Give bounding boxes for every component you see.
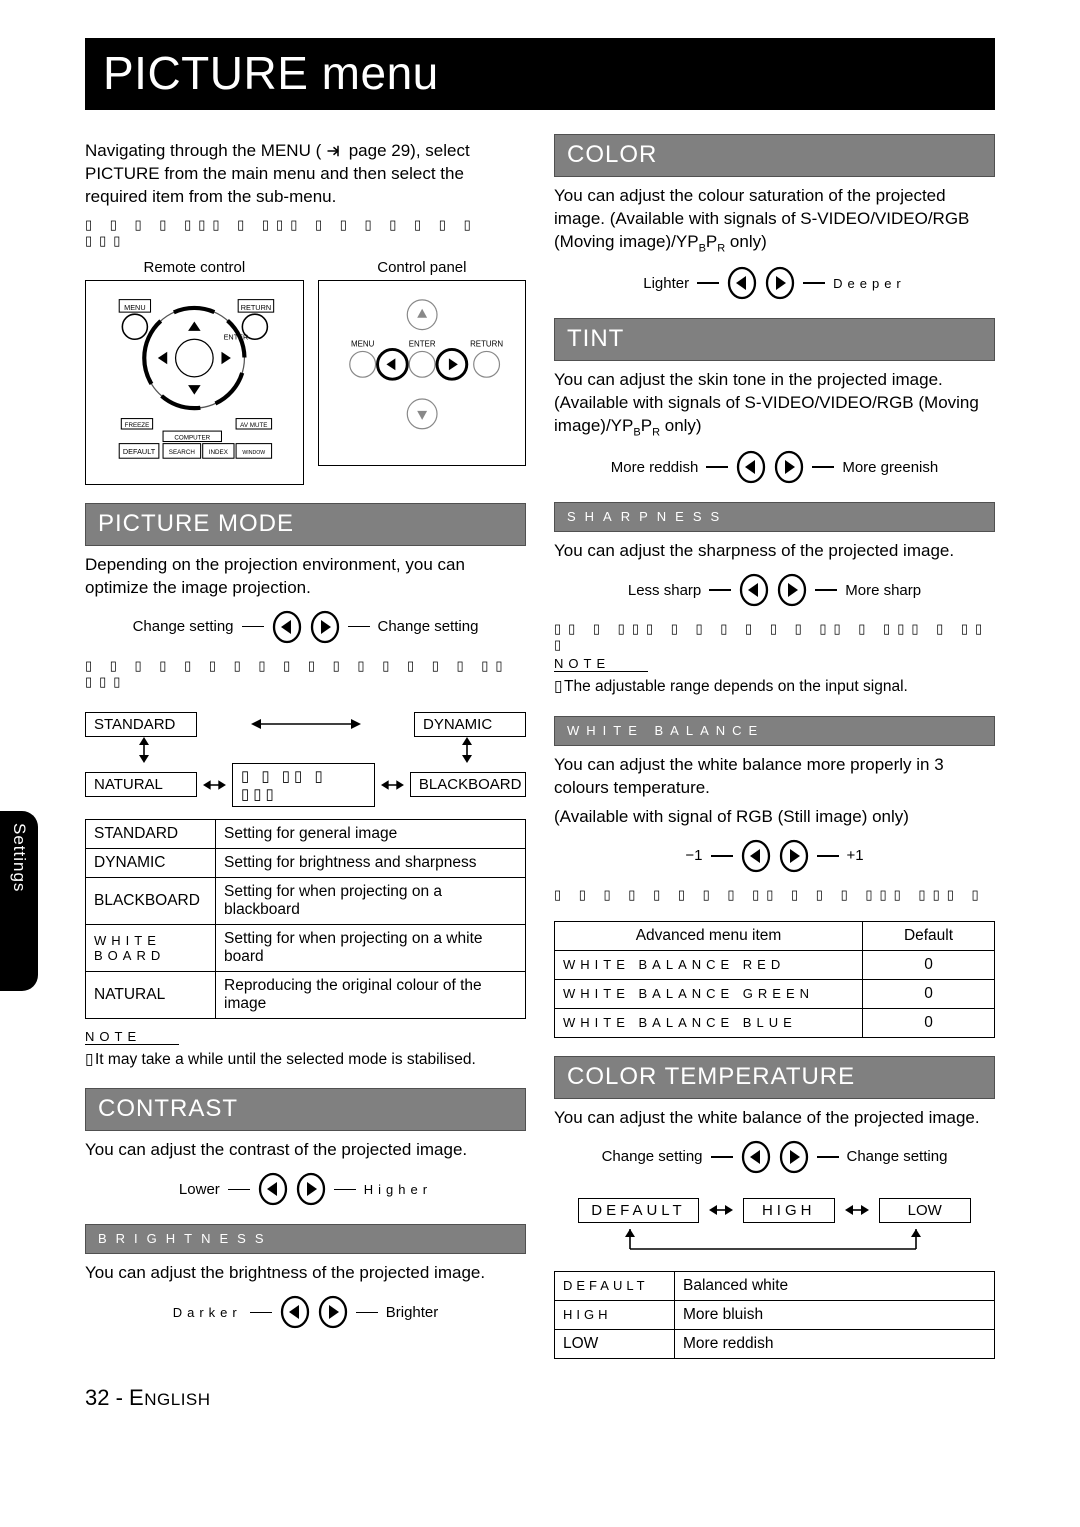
brightness-arrows: Darker Brighter <box>85 1295 526 1329</box>
svg-text:WINDOW: WINDOW <box>242 450 265 456</box>
page-title: PICTURE menu <box>85 38 995 110</box>
picture-mode-table: STANDARDSetting for general image DYNAMI… <box>85 819 526 1019</box>
table-row: DYNAMICSetting for brightness and sharpn… <box>86 848 526 877</box>
svg-text:INDEX: INDEX <box>209 449 229 456</box>
right-arrow-icon <box>777 573 807 607</box>
svg-text:ENTER: ENTER <box>224 332 249 341</box>
heading-sharpness: SHARPNESS <box>554 502 995 532</box>
right-column: COLOR You can adjust the colour saturati… <box>554 134 995 1359</box>
svg-text:COMPUTER: COMPUTER <box>174 434 210 441</box>
control-panel-diagram: MENU ENTER RETURN <box>318 280 526 466</box>
brightness-desc: You can adjust the brightness of the pro… <box>85 1262 526 1285</box>
svg-text:RETURN: RETURN <box>470 339 503 348</box>
contrast-arrows: Lower Higher <box>85 1172 526 1206</box>
heading-color: COLOR <box>554 134 995 177</box>
left-arrow-icon <box>727 266 757 300</box>
picture-mode-cycle: STANDARD DYNAMIC NATURAL ▯ ▯ ▯▯ ▯ ▯▯▯ BL… <box>85 712 526 807</box>
svg-text:FREEZE: FREEZE <box>125 422 150 429</box>
color-temp-desc: You can adjust the white balance of the … <box>554 1107 995 1130</box>
table-row: BLACKBOARDSetting for when projecting on… <box>86 877 526 924</box>
intro-garbled: ▯ ▯ ▯ ▯ ▯▯▯ ▯ ▯▯▯ ▯ ▯ ▯ ▯ ▯ ▯ ▯ ▯▯▯ <box>85 217 526 249</box>
left-arrow-icon <box>272 610 302 644</box>
wb-arrows: −1 +1 <box>554 839 995 873</box>
table-row: WHITE BOARDSetting for when projecting o… <box>86 924 526 971</box>
intro-text: Navigating through the MENU ( page 29), … <box>85 140 526 209</box>
wb-desc2: (Available with signal of RGB (Still ima… <box>554 806 995 829</box>
color-temp-loop <box>554 1229 995 1257</box>
color-desc: You can adjust the colour saturation of … <box>554 185 995 256</box>
svg-text:DEFAULT: DEFAULT <box>123 447 156 456</box>
page-footer: 32 - ENGLISH <box>0 1359 1080 1437</box>
left-column: Navigating through the MENU ( page 29), … <box>85 134 526 1359</box>
left-arrow-icon <box>741 1140 771 1174</box>
page-number: 32 <box>85 1385 109 1410</box>
page-ref-icon <box>326 144 344 158</box>
remote-label: Remote control <box>85 259 304 276</box>
contrast-desc: You can adjust the contrast of the proje… <box>85 1139 526 1162</box>
picture-mode-arrows: Change setting Change setting <box>85 610 526 644</box>
right-arrow-icon <box>765 266 795 300</box>
heading-tint: TINT <box>554 318 995 361</box>
heading-wb-adjust: WHITE BALANCE <box>554 716 995 746</box>
tint-arrows: More reddish More greenish <box>554 450 995 484</box>
color-arrows: Lighter Deeper <box>554 266 995 300</box>
right-arrow-icon <box>779 839 809 873</box>
sharpness-note: ▯The adjustable range depends on the inp… <box>554 677 995 698</box>
control-panel-label: Control panel <box>318 259 526 276</box>
wb-adjust-table: Advanced menu item Default WHITE BALANCE… <box>554 921 995 1038</box>
wb-garbled: ▯ ▯ ▯ ▯ ▯ ▯ ▯ ▯ ▯▯ ▯ ▯ ▯ ▯▯▯ ▯▯▯ ▯ <box>554 887 995 903</box>
heading-brightness: BRIGHTNESS <box>85 1224 526 1254</box>
heading-picture-mode: PICTURE MODE <box>85 503 526 546</box>
svg-text:RETURN: RETURN <box>241 303 271 312</box>
note-label: NOTE <box>554 656 648 672</box>
right-arrow-icon <box>310 610 340 644</box>
svg-text:MENU: MENU <box>124 303 146 312</box>
right-arrow-icon <box>779 1140 809 1174</box>
sharpness-desc: You can adjust the sharpness of the proj… <box>554 540 995 563</box>
picture-mode-desc: Depending on the projection environment,… <box>85 554 526 600</box>
right-arrow-icon <box>318 1295 348 1329</box>
left-arrow-icon <box>258 1172 288 1206</box>
svg-text:AV MUTE: AV MUTE <box>240 422 267 429</box>
table-row: WHITE BALANCE GREEN0 <box>555 979 995 1008</box>
color-temp-table: DEFAULTBalanced white HIGHMore bluish LO… <box>554 1271 995 1359</box>
tint-desc: You can adjust the skin tone in the proj… <box>554 369 995 440</box>
table-row: STANDARDSetting for general image <box>86 819 526 848</box>
sharpness-arrows: Less sharp More sharp <box>554 573 995 607</box>
left-arrow-icon <box>280 1295 310 1329</box>
svg-text:MENU: MENU <box>351 339 375 348</box>
left-arrow-icon <box>739 573 769 607</box>
side-tab-settings: Settings <box>0 811 38 991</box>
color-temp-cycle: DEFAULT HIGH LOW <box>554 1198 995 1223</box>
control-panels: Remote control MENU RETURN <box>85 259 526 485</box>
table-row: HIGHMore bluish <box>555 1300 995 1329</box>
table-row: WHITE BALANCE BLUE0 <box>555 1008 995 1037</box>
left-arrow-icon <box>741 839 771 873</box>
sharpness-garbled: ▯▯ ▯ ▯▯▯ ▯ ▯ ▯ ▯ ▯ ▯ ▯▯ ▯ ▯▯▯ ▯ ▯▯ ▯ <box>554 621 995 653</box>
right-arrow-icon <box>296 1172 326 1206</box>
table-row: NATURALReproducing the original colour o… <box>86 971 526 1018</box>
heading-color-temp: COLOR TEMPERATURE <box>554 1056 995 1099</box>
language: ENGLISH <box>129 1385 210 1410</box>
heading-contrast: CONTRAST <box>85 1088 526 1131</box>
left-arrow-icon <box>736 450 766 484</box>
table-row: WHITE BALANCE RED0 <box>555 950 995 979</box>
color-temp-arrows: Change setting Change setting <box>554 1140 995 1174</box>
table-row: DEFAULTBalanced white <box>555 1271 995 1300</box>
picture-mode-garbled: ▯ ▯ ▯ ▯ ▯ ▯ ▯ ▯ ▯ ▯ ▯ ▯ ▯ ▯ ▯ ▯ ▯▯ ▯▯▯ <box>85 658 526 690</box>
remote-control-diagram: MENU RETURN ENTER <box>85 280 304 485</box>
svg-text:ENTER: ENTER <box>408 339 435 348</box>
side-tab-label: Settings <box>9 811 29 892</box>
right-arrow-icon <box>774 450 804 484</box>
picture-mode-note: ▯It may take a while until the selected … <box>85 1050 526 1071</box>
svg-text:SEARCH: SEARCH <box>169 449 195 456</box>
table-row: LOWMore reddish <box>555 1329 995 1358</box>
wb-desc1: You can adjust the white balance more pr… <box>554 754 995 800</box>
note-label: NOTE <box>85 1029 179 1045</box>
